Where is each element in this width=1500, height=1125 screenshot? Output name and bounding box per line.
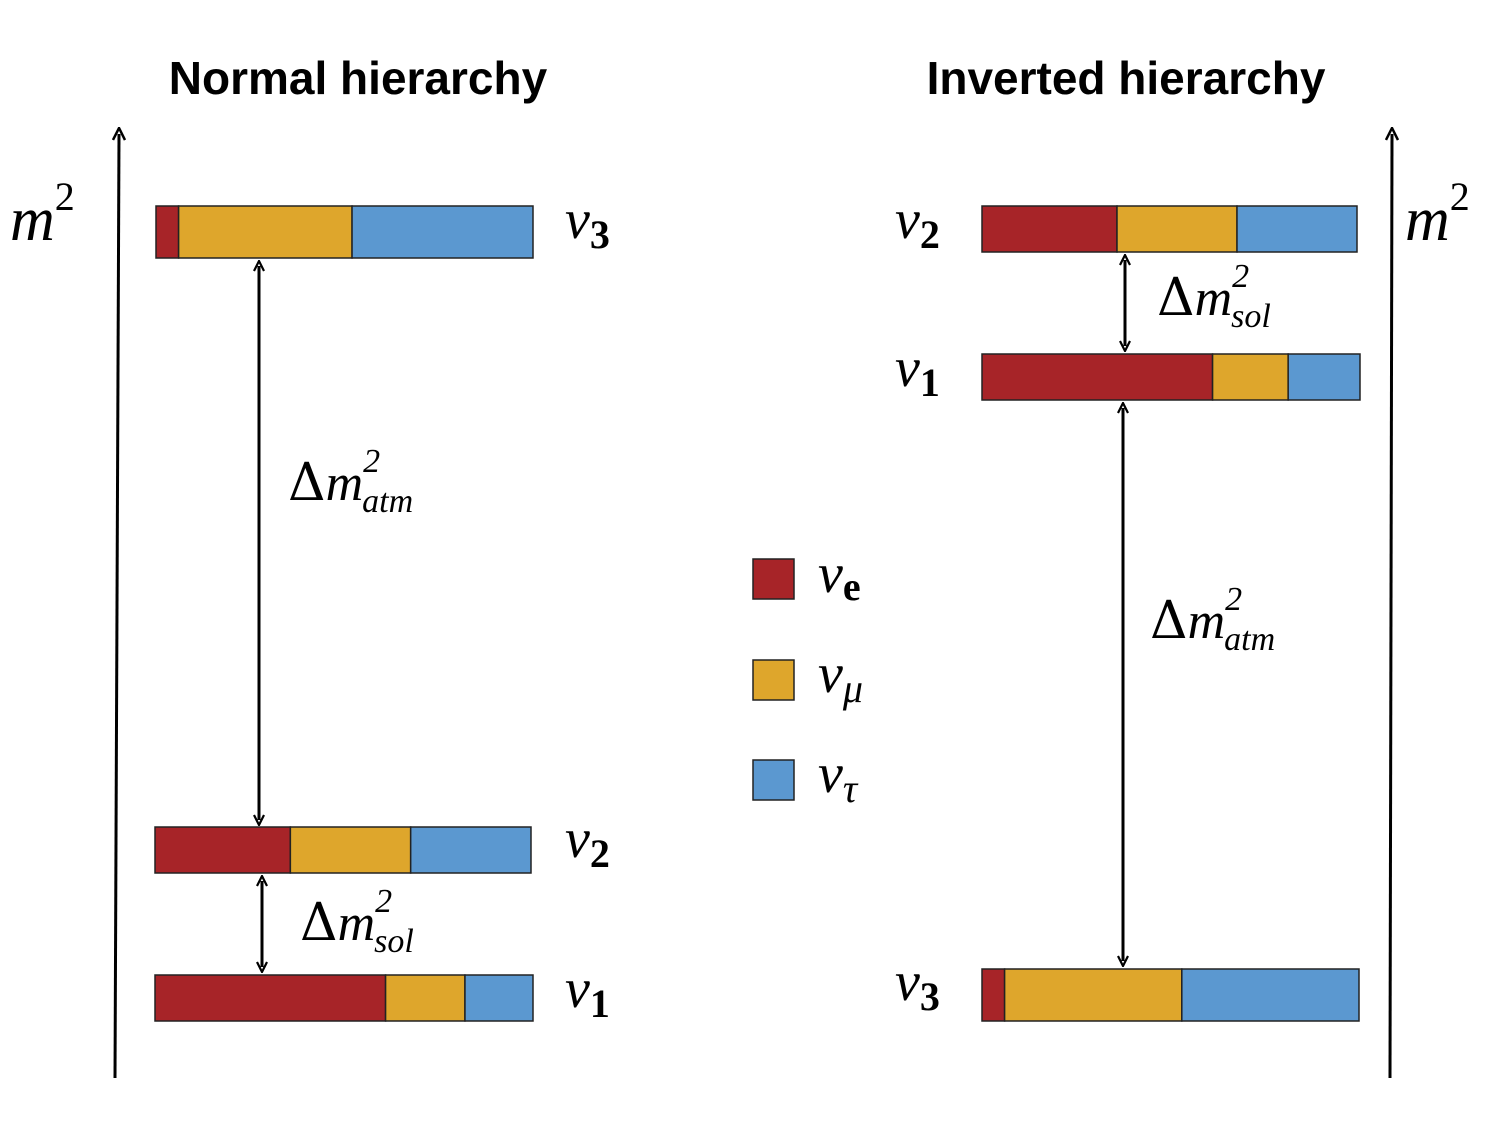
inverted-nu3-nu-e-segment: [981, 968, 1006, 1022]
inverted-nu3-label: ν3: [895, 951, 940, 1019]
legend-nu-tau-swatch: [752, 759, 795, 801]
normal-nu3-nu-e-segment: [155, 205, 180, 259]
normal-nu2-nu-e-segment: [154, 826, 292, 874]
normal-nu3-nu-tau-segment: [351, 205, 534, 259]
inverted-nu1-nu-mu-segment: [1211, 353, 1289, 401]
inverted-nu3-nu-tau-segment: [1181, 968, 1360, 1022]
normal-hierarchy-panel: Normal hierarchy m2 ν3 ν2 ν1 Δm2 atm Δm2 s…: [10, 52, 610, 1079]
inverted-nu2-nu-tau-segment: [1236, 205, 1358, 253]
normal-nu1-nu-e-segment: [154, 974, 387, 1022]
inverted-nu3-bar: [981, 968, 1360, 1022]
inverted-hierarchy-panel: Inverted hierarchy m2 ν2 ν1 ν3 Δm2 sol Δm…: [895, 52, 1470, 1079]
normal-nu1-nu-tau-segment: [464, 974, 534, 1022]
inverted-m2-axis-arrow: [1390, 134, 1392, 1079]
inverted-nu3-nu-mu-segment: [1003, 968, 1183, 1022]
normal-m2-axis-label: m2: [10, 174, 75, 254]
normal-nu2-bar: [154, 826, 532, 874]
normal-hierarchy-title: Normal hierarchy: [169, 52, 548, 104]
normal-nu2-nu-mu-segment: [289, 826, 412, 874]
inverted-delta-m2-sol-label: Δm2 sol: [1157, 258, 1271, 335]
normal-nu2-label: ν2: [565, 808, 610, 876]
inverted-nu1-bar: [981, 353, 1361, 401]
inverted-nu1-nu-e-segment: [981, 353, 1214, 401]
inverted-m2-axis-label: m2: [1405, 174, 1470, 254]
normal-delta-m2-sol-label: Δm2 sol: [300, 883, 414, 960]
inverted-nu2-nu-e-segment: [981, 205, 1118, 253]
inverted-nu2-bar: [981, 205, 1358, 253]
normal-nu3-nu-mu-segment: [177, 205, 353, 259]
flavor-legend: νe νμ ντ: [752, 543, 863, 811]
normal-nu3-label: ν3: [565, 189, 610, 257]
inverted-nu2-label: ν2: [895, 189, 940, 257]
inverted-nu1-nu-tau-segment: [1287, 353, 1361, 401]
inverted-delta-m2-atm-label: Δm2 atm: [1150, 581, 1275, 658]
normal-m2-axis-arrow: [115, 134, 119, 1079]
normal-nu2-nu-tau-segment: [409, 826, 532, 874]
legend-nu-mu-label: νμ: [818, 643, 863, 711]
legend-nu-e-label: νe: [818, 543, 861, 609]
legend-nu-e-swatch: [752, 558, 795, 600]
normal-delta-m2-atm-label: Δm2 atm: [288, 443, 413, 520]
normal-nu3-bar: [155, 205, 534, 259]
inverted-nu1-label: ν1: [895, 337, 940, 405]
inverted-hierarchy-title: Inverted hierarchy: [927, 52, 1326, 104]
inverted-nu2-nu-mu-segment: [1116, 205, 1238, 253]
normal-nu1-label: ν1: [565, 958, 610, 1026]
legend-nu-tau-label: ντ: [818, 743, 859, 811]
legend-nu-mu-swatch: [752, 659, 795, 701]
normal-nu1-nu-mu-segment: [384, 974, 466, 1022]
normal-nu1-bar: [154, 974, 534, 1022]
